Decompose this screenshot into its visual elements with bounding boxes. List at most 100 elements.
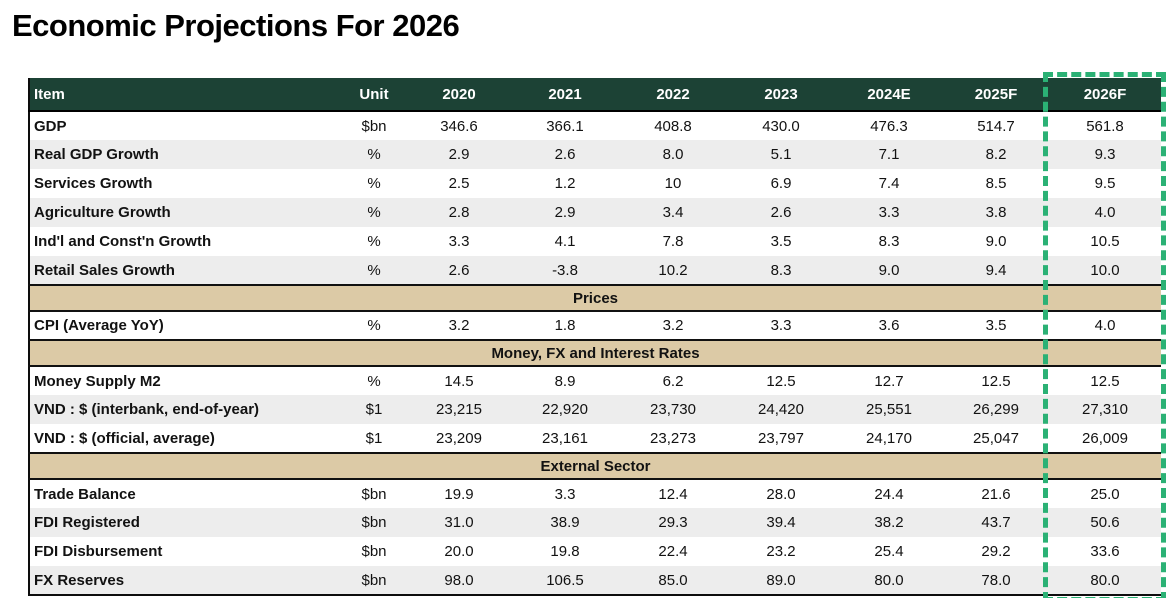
value-2021: 4.1 xyxy=(554,233,576,250)
value-2022: 10.2 xyxy=(619,256,727,285)
row-label: Ind'l and Const'n Growth xyxy=(34,233,212,250)
value-2023: 6.9 xyxy=(770,175,792,192)
column-header-2020: 2020 xyxy=(407,78,511,112)
table-row-ind-l-and-const-n-growth: Ind'l and Const'n Growth% 3.3 4.1 7.8 3.5 8.3… xyxy=(29,227,1161,256)
value-2020: 346.6 xyxy=(440,117,478,135)
value-2026f: 10.5 xyxy=(1090,233,1120,250)
row-unit: % xyxy=(341,198,407,227)
value-2026f: 33.6 xyxy=(1090,543,1120,560)
table-row-vnd-official-average: VND : $ (official, average) $1 23,209 23,16… xyxy=(29,424,1161,453)
value-2024e: 476.3 xyxy=(870,117,908,135)
table-row-services-growth: Services Growth% 2.5 1.2 10 6.9 7.4 8.5 9.5 xyxy=(29,169,1161,198)
value-2024e: 8.3 xyxy=(878,233,900,250)
value-2025f: 26,299 xyxy=(943,395,1049,424)
row-unit: % xyxy=(367,175,381,192)
column-header-item: Item xyxy=(29,78,341,112)
value-2022: 3.2 xyxy=(662,317,684,334)
table-header-row: Item Unit 2020 2021 2022 2023 2024E 2025F 2026F xyxy=(29,78,1161,112)
value-2022: 6.2 xyxy=(662,372,684,390)
value-2020: 23,215 xyxy=(407,395,511,424)
projections-table: Item Unit 2020 2021 2022 2023 2024E 2025F 2026F … xyxy=(28,78,1161,596)
value-2022: 85.0 xyxy=(619,566,727,595)
section-label: Money, FX and Interest Rates xyxy=(29,339,1161,367)
value-2023: 39.4 xyxy=(727,508,835,537)
value-2022: 29.3 xyxy=(619,508,727,537)
value-2024e: 38.2 xyxy=(835,508,943,537)
value-2021: 3.3 xyxy=(554,485,576,503)
page-title: Economic Projections For 2026 xyxy=(12,8,460,43)
value-2020: 2.6 xyxy=(407,256,511,285)
value-2023: 23,797 xyxy=(758,429,804,447)
value-2022: 3.4 xyxy=(619,198,727,227)
row-unit: $bn xyxy=(341,566,407,595)
column-header-unit: Unit xyxy=(341,78,407,112)
row-unit: $bn xyxy=(341,508,407,537)
value-2024e: 3.3 xyxy=(835,198,943,227)
value-2024e: 24,170 xyxy=(866,429,912,447)
value-2020: 19.9 xyxy=(444,485,474,503)
value-2026f: 25.0 xyxy=(1090,485,1120,503)
value-2022: 12.4 xyxy=(658,485,688,503)
value-2025f: 8.2 xyxy=(943,140,1049,169)
value-2021: -3.8 xyxy=(511,256,619,285)
row-unit: $1 xyxy=(341,395,407,424)
row-label: Trade Balance xyxy=(34,485,136,503)
value-2020: 3.3 xyxy=(448,233,470,250)
table-row-cpi-average-yoy: CPI (Average YoY)% 3.2 1.8 3.2 3.3 3.6 3.5 4.0 xyxy=(29,311,1161,340)
value-2023: 89.0 xyxy=(727,566,835,595)
row-unit: % xyxy=(367,233,381,250)
value-2022: 408.8 xyxy=(654,117,692,135)
value-2022: 23,730 xyxy=(619,395,727,424)
row-label: Services Growth xyxy=(34,175,153,192)
value-2020: 98.0 xyxy=(407,566,511,595)
value-2023: 24,420 xyxy=(727,395,835,424)
value-2026f: 27,310 xyxy=(1049,395,1161,424)
value-2023: 12.5 xyxy=(766,372,796,390)
row-label: VND : $ (official, average) xyxy=(34,429,215,447)
table-row-fx-reserves: FX Reserves $bn 98.0 106.5 85.0 89.0 80.0 78.0 8… xyxy=(29,566,1161,595)
value-2025f: 514.7 xyxy=(977,117,1015,135)
row-label: Retail Sales Growth xyxy=(29,256,341,285)
section-label: Prices xyxy=(29,284,1161,312)
value-2024e: 3.6 xyxy=(878,317,900,334)
value-2024e: 25,551 xyxy=(835,395,943,424)
projections-table-wrap: Item Unit 2020 2021 2022 2023 2024E 2025F 2026F … xyxy=(28,72,1166,598)
column-header-2022: 2022 xyxy=(619,78,727,112)
value-2026f: 9.3 xyxy=(1049,140,1161,169)
value-2020: 2.8 xyxy=(407,198,511,227)
value-2021: 23,161 xyxy=(542,429,588,447)
value-2023: 8.3 xyxy=(727,256,835,285)
row-label: Real GDP Growth xyxy=(29,140,341,169)
value-2021: 38.9 xyxy=(511,508,619,537)
value-2020: 31.0 xyxy=(407,508,511,537)
value-2022: 7.8 xyxy=(662,233,684,250)
row-unit: $bn xyxy=(361,485,387,503)
value-2023: 2.6 xyxy=(727,198,835,227)
value-2021: 1.8 xyxy=(554,317,576,334)
value-2023: 430.0 xyxy=(762,117,800,135)
value-2025f: 9.0 xyxy=(985,233,1007,250)
value-2024e: 24.4 xyxy=(874,485,904,503)
value-2025f: 43.7 xyxy=(943,508,1049,537)
value-2021: 366.1 xyxy=(546,117,584,135)
value-2023: 28.0 xyxy=(766,485,796,503)
value-2020: 2.9 xyxy=(407,140,511,169)
table-row-money-supply-m2: Money Supply M2% 14.5 8.9 6.2 12.5 12.7 12.5 12… xyxy=(29,366,1161,395)
value-2026f: 80.0 xyxy=(1049,566,1161,595)
row-unit: % xyxy=(341,140,407,169)
value-2025f: 25,047 xyxy=(973,429,1019,447)
value-2024e: 12.7 xyxy=(874,372,904,390)
value-2020: 2.5 xyxy=(448,175,470,192)
value-2026f: 561.8 xyxy=(1086,117,1124,135)
value-2020: 3.2 xyxy=(448,317,470,334)
value-2022: 8.0 xyxy=(619,140,727,169)
row-label: FDI Disbursement xyxy=(34,543,163,560)
row-label: Agriculture Growth xyxy=(29,198,341,227)
row-label: Money Supply M2 xyxy=(34,372,161,390)
value-2020: 20.0 xyxy=(444,543,474,560)
value-2025f: 78.0 xyxy=(943,566,1049,595)
value-2024e: 9.0 xyxy=(835,256,943,285)
row-unit: % xyxy=(367,317,381,334)
value-2021: 8.9 xyxy=(554,372,576,390)
